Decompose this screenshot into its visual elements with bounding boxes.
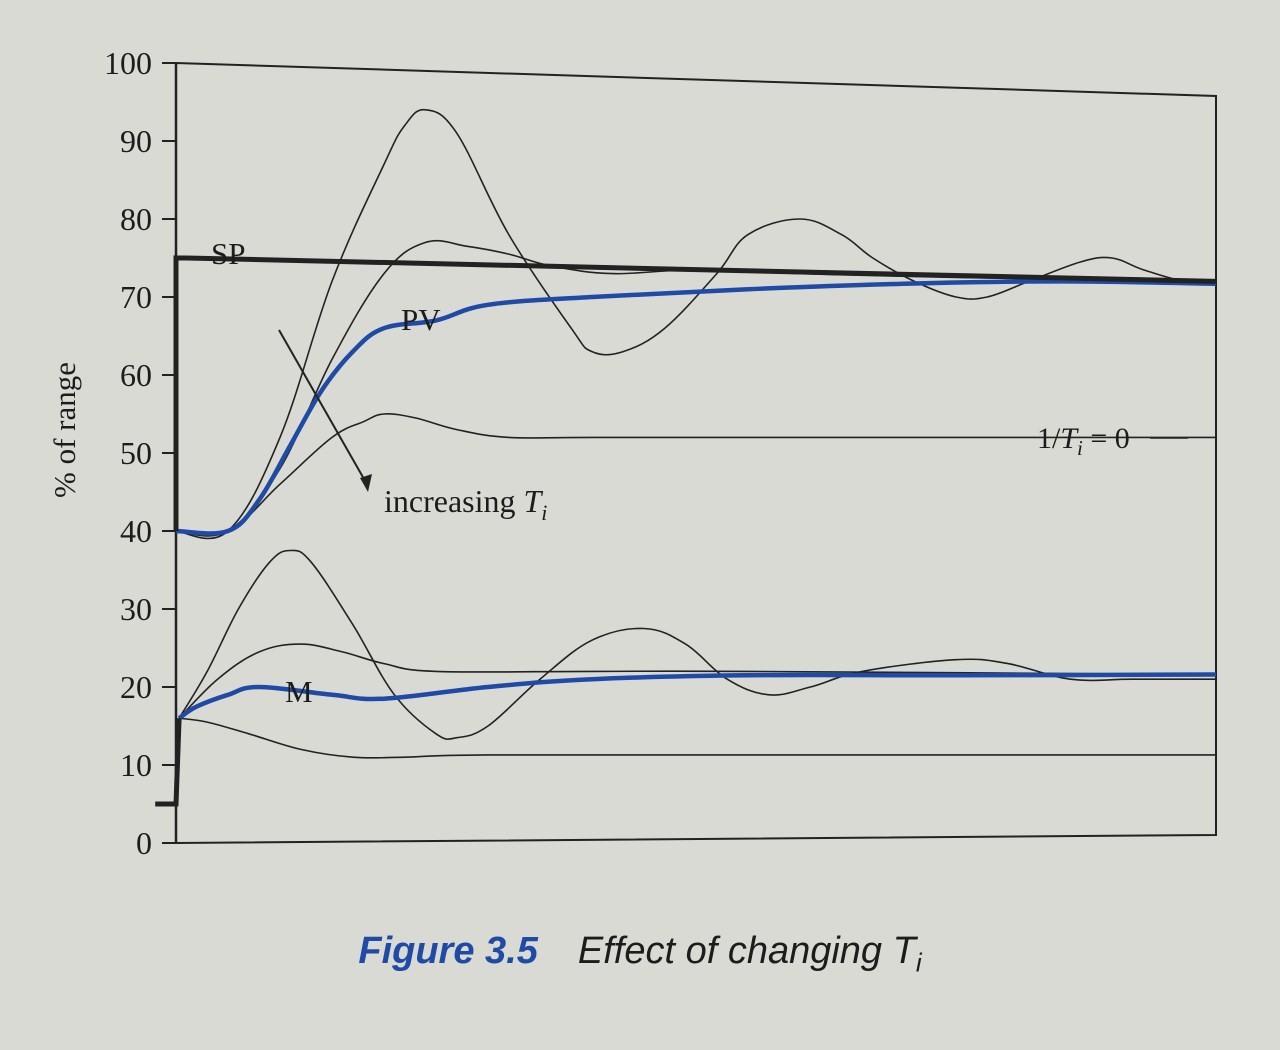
annotations: SP PV M increasing Ti 1/Ti = 0 bbox=[211, 236, 1188, 709]
y-tick-label: 50 bbox=[120, 435, 152, 471]
inverse-ti-zero-label: 1/Ti = 0 bbox=[1037, 422, 1130, 460]
sp-label: SP bbox=[211, 236, 245, 271]
y-tick-label: 40 bbox=[120, 513, 152, 549]
caption-subscript: i bbox=[915, 947, 922, 978]
series-response-curve bbox=[175, 239, 1217, 537]
arrow-head bbox=[360, 474, 372, 492]
y-tick-label: 70 bbox=[120, 279, 152, 315]
series-response-curve bbox=[178, 549, 1216, 740]
y-tick-label: 20 bbox=[120, 669, 152, 705]
series-sp bbox=[173, 255, 1217, 531]
y-tick-label: 10 bbox=[120, 747, 152, 783]
pv-label: PV bbox=[401, 302, 441, 337]
y-tick-label: 0 bbox=[136, 825, 152, 861]
figure-number: Figure 3.5 bbox=[358, 930, 538, 972]
y-tick-label: 80 bbox=[120, 201, 152, 237]
y-tick-label: 60 bbox=[120, 357, 152, 393]
caption-text: Effect of changing T bbox=[577, 930, 916, 972]
y-tick-label: 90 bbox=[120, 123, 152, 159]
series-lines bbox=[155, 108, 1217, 807]
increasing-arrow bbox=[278, 329, 369, 487]
y-tick-label: 100 bbox=[104, 45, 152, 81]
series-response-curve bbox=[175, 413, 1216, 536]
series-pv bbox=[175, 279, 1217, 536]
figure-caption: Figure 3.5 Effect of changing Ti bbox=[0, 930, 1280, 979]
increasing-ti-label: increasing Ti bbox=[384, 483, 547, 525]
y-tick-label: 30 bbox=[120, 591, 152, 627]
y-axis: 0 10 20 30 40 50 60 70 80 90 100 bbox=[104, 45, 176, 861]
y-axis-label: % of range bbox=[47, 362, 82, 498]
series-response-curve bbox=[178, 717, 1216, 759]
series-response-curve bbox=[175, 108, 1217, 540]
series-response-curve bbox=[178, 643, 1217, 719]
series-response-curve bbox=[155, 718, 182, 807]
series-m bbox=[177, 672, 1217, 721]
m-label: M bbox=[285, 674, 313, 709]
